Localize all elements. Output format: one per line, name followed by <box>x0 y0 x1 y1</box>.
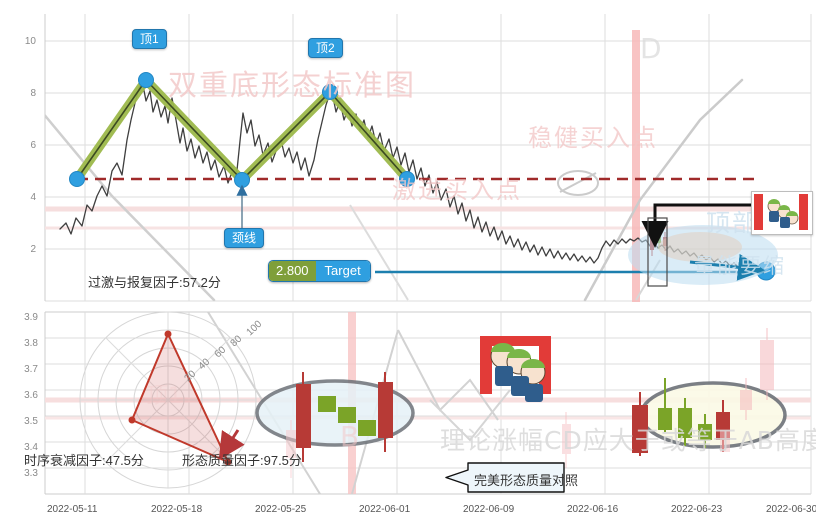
y2-label-3-4: 3.4 <box>24 442 38 453</box>
y2-label-3-3: 3.3 <box>24 468 38 479</box>
ghost-candles-mid <box>562 412 571 468</box>
quality-arrow <box>218 429 245 461</box>
y-label-10: 10 <box>25 36 37 47</box>
x-label-6: 2022-06-23 <box>671 504 723 515</box>
target-value: 2.800 <box>269 261 316 281</box>
callout-perfect-quality-text: 完美形态质量对照 <box>474 473 579 488</box>
y2-label-3-8: 3.8 <box>24 338 38 349</box>
y-label-2: 2 <box>30 244 36 255</box>
radar-chart: 20 40 60 80 100 <box>79 311 265 489</box>
middle-candle-group <box>255 372 415 462</box>
ghost-candles-right <box>720 328 774 452</box>
y2-label-3-5: 3.5 <box>24 416 38 427</box>
perfect-quality-callout[interactable] <box>445 462 565 493</box>
x-label-4: 2022-06-09 <box>463 504 515 515</box>
watermark-letter-d: D <box>640 32 662 65</box>
label-neckline[interactable]: 颈线 <box>224 228 265 248</box>
bottom-y-axis-labels: 3.9 3.8 3.7 3.6 3.5 3.4 3.3 <box>24 312 38 479</box>
x-label-5: 2022-06-16 <box>567 504 619 515</box>
steady-buy-vertical-band <box>632 30 640 302</box>
label-top1[interactable]: 顶1 <box>132 29 167 49</box>
y2-label-3-9: 3.9 <box>24 312 38 323</box>
x-label-1: 2022-05-18 <box>151 504 203 515</box>
pullback-arrow <box>689 253 765 281</box>
celebration-sticker <box>480 336 551 402</box>
right-highlight-ellipse-inner <box>658 232 742 262</box>
factor-overreaction: 过激与报复因子:57.2分 <box>88 275 221 290</box>
x-axis-labels: 2022-05-11 2022-05-18 2022-05-25 2022-06… <box>47 504 816 515</box>
watermark-letter-b: B <box>340 420 360 453</box>
y-label-4: 4 <box>30 192 36 203</box>
target-label: Target <box>315 261 370 281</box>
watermark-title: 双重底形态标准图 <box>168 68 417 102</box>
factor-quality: 形态质量因子:97.5分 <box>182 453 302 468</box>
x-label-3: 2022-06-01 <box>359 504 411 515</box>
y-label-6: 6 <box>30 140 36 151</box>
thumbnail-leader <box>641 203 752 287</box>
x-label-7: 2022-06-30 <box>766 504 816 515</box>
y2-label-3-6: 3.6 <box>24 390 38 401</box>
x-label-0: 2022-05-11 <box>47 504 98 515</box>
x-label-2: 2022-05-25 <box>255 504 307 515</box>
y-label-8: 8 <box>30 88 36 99</box>
watermark-theory-gain: 理论涨幅CD应大于或等于AB高度 <box>440 426 816 455</box>
top-y-axis-labels: 10 8 6 4 2 <box>25 36 37 255</box>
watermark-volume-note: 量能要缩 <box>694 254 786 278</box>
ghost-candle-left-bottom <box>286 420 296 478</box>
thumbnail-art <box>752 192 810 232</box>
thumbnail-preview[interactable] <box>751 191 813 235</box>
target-badge[interactable]: 2.800 Target <box>268 260 371 282</box>
y2-label-3-7: 3.7 <box>24 364 38 375</box>
watermark-aggressive-buy: 激进买入点 <box>392 176 522 204</box>
top-panel-grid <box>44 14 812 302</box>
label-top2[interactable]: 顶2 <box>308 38 343 58</box>
watermark-steady-buy: 稳健买入点 <box>528 124 658 152</box>
watermark-radar-center: 顶1 <box>146 384 182 409</box>
factor-time-decay: 时序衰减因子:47.5分 <box>24 453 144 468</box>
